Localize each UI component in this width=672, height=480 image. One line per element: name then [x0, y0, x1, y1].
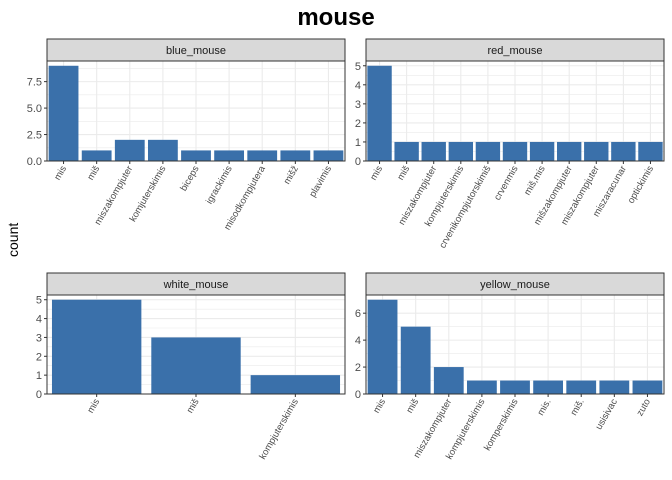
x-tick-label: crvenmis [492, 164, 521, 203]
bar-red_mouse-0 [367, 65, 392, 161]
y-tick-label: 2 [355, 118, 361, 130]
bar-yellow_mouse-1 [400, 326, 431, 394]
x-tick-label: miš [85, 164, 102, 183]
bar-blue_mouse-6 [247, 150, 278, 161]
facet-strip-label: white_mouse [163, 279, 229, 291]
x-tick-label: usisivac [594, 397, 621, 432]
y-tick-label: 1 [36, 370, 42, 382]
bar-blue_mouse-2 [114, 139, 145, 161]
y-tick-label: 0.0 [27, 156, 42, 168]
y-tick-label: 2 [355, 362, 361, 374]
y-tick-label: 2.5 [27, 130, 42, 142]
x-tick-label: mis. [535, 397, 553, 418]
bar-yellow_mouse-5 [533, 380, 564, 394]
bar-red_mouse-6 [529, 141, 555, 161]
bar-blue_mouse-3 [147, 139, 178, 161]
facet-strip-label: blue_mouse [166, 45, 226, 57]
y-tick-label: 5 [36, 295, 42, 307]
x-tick-label: mis [85, 397, 102, 416]
facet-strip [365, 38, 665, 62]
bar-red_mouse-1 [394, 141, 419, 161]
facet-strip-label: red_mouse [487, 45, 542, 57]
x-tick-label: miš. [569, 397, 587, 418]
bar-yellow_mouse-7 [599, 380, 630, 394]
bar-red_mouse-5 [502, 141, 528, 161]
bar-red_mouse-10 [638, 141, 663, 161]
bar-white_mouse-2 [250, 375, 341, 394]
chart-title: mouse [297, 4, 375, 31]
x-tick-label: biceps [178, 164, 201, 193]
x-tick-label: miš [395, 164, 412, 183]
x-tick-label: miš [185, 397, 202, 416]
bar-blue_mouse-4 [181, 150, 211, 161]
y-tick-label: 5.0 [27, 103, 42, 115]
x-tick-label: mišž [282, 164, 301, 187]
y-tick-label: 4 [36, 314, 42, 326]
x-tick-label: komjuterskimis [128, 164, 169, 224]
bar-blue_mouse-1 [81, 150, 112, 161]
y-tick-label: 3 [36, 332, 42, 344]
bar-red_mouse-8 [584, 141, 609, 161]
y-tick-label: 3 [355, 99, 361, 111]
bar-red_mouse-2 [421, 141, 446, 161]
y-tick-label: 0 [355, 389, 361, 401]
y-tick-label: 6 [355, 308, 361, 320]
x-tick-label: plavimis [307, 164, 334, 199]
bar-red_mouse-3 [448, 141, 474, 161]
bar-yellow_mouse-0 [367, 299, 398, 394]
bar-blue_mouse-7 [280, 150, 311, 161]
x-tick-label: mis [52, 164, 69, 183]
facet-strip [46, 272, 346, 296]
bar-blue_mouse-8 [313, 150, 344, 161]
x-tick-label: zuto [635, 397, 654, 418]
bar-red_mouse-9 [611, 141, 636, 161]
x-tick-label: mis [371, 397, 388, 416]
x-tick-label: kompjuterskimis [257, 397, 301, 462]
bar-yellow_mouse-6 [566, 380, 597, 394]
bar-blue_mouse-0 [48, 65, 79, 161]
facet-strip [365, 272, 665, 296]
facet-panel-white_mouse: white_mouse 0 1 2 3 4 5 mis miš kompjuterskimis [36, 272, 346, 462]
y-tick-label: 0 [355, 156, 361, 168]
bar-white_mouse-1 [151, 337, 241, 394]
bar-blue_mouse-5 [214, 150, 245, 161]
facet-strip-label: yellow_mouse [480, 279, 550, 291]
bar-red_mouse-4 [475, 141, 501, 161]
bar-yellow_mouse-4 [500, 380, 530, 394]
bar-white_mouse-0 [51, 299, 142, 394]
x-tick-label: crvenikompjutorskimiš [437, 164, 493, 251]
bar-yellow_mouse-3 [466, 380, 497, 394]
x-tick-label: igrackimis [204, 164, 235, 206]
x-tick-label: optickimis [626, 164, 657, 206]
y-tick-label: 4 [355, 335, 361, 347]
bar-red_mouse-7 [556, 141, 582, 161]
x-tick-label: komperskimis [482, 397, 521, 453]
y-tick-label: 0 [36, 389, 42, 401]
facet-strip [46, 38, 346, 62]
y-tick-label: 5 [355, 61, 361, 73]
y-tick-label: 1 [355, 137, 361, 149]
x-tick-label: miš,mis [522, 164, 548, 198]
bar-yellow_mouse-8 [632, 380, 663, 394]
bar-yellow_mouse-2 [433, 367, 464, 394]
x-tick-label: miš [404, 397, 421, 416]
y-tick-label: 7.5 [27, 77, 42, 89]
y-tick-label: 4 [355, 80, 361, 92]
x-tick-label: mis [368, 164, 385, 183]
y-tick-label: 2 [36, 351, 42, 363]
